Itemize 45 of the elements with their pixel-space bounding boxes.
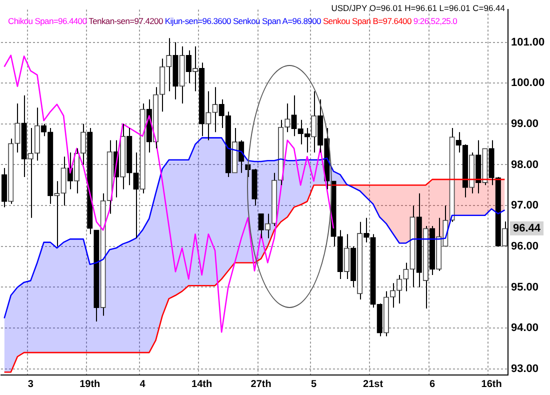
y-tick-label: 96.00 [511, 240, 539, 252]
y-tick-label: 100.00 [511, 77, 545, 90]
candlestick [350, 246, 356, 288]
candlestick [94, 230, 100, 322]
chart-title: USD/JPY O=96.01 H=96.61 L=96.01 C=96.44 [331, 3, 505, 13]
candlestick [429, 225, 436, 276]
candlestick [416, 192, 422, 288]
candlestick [337, 230, 343, 280]
y-tick-label: 97.00 [511, 200, 539, 212]
text: Senkou Span B=97.6400 [322, 16, 412, 26]
x-tick-label: 19th [80, 378, 100, 390]
candlestick [198, 62, 205, 137]
candlestick [364, 217, 370, 243]
candlestick [87, 128, 93, 235]
candlestick [48, 128, 54, 204]
x-tick-label: 5 [310, 378, 317, 390]
y-tick-label: 101.00 [511, 36, 545, 48]
annotation: Kijun-sen=96.3600 [164, 16, 231, 26]
x-tick-label: 6 [430, 378, 436, 390]
candlestick [126, 128, 132, 186]
text: Senkou Span A=96.8900 [232, 16, 321, 26]
y-tick-label: 93.00 [511, 362, 539, 375]
x-tick-label: 4 [140, 378, 146, 390]
annotation: Tenkan-sen=97.4200 [88, 16, 163, 26]
x-tick-label: 21st [363, 378, 384, 390]
annotation: 96.44 [513, 222, 542, 234]
x-tick-label: 3 [28, 378, 34, 390]
text: Chikou Span=96.4400 [8, 16, 87, 26]
candlestick [1, 168, 8, 208]
candlestick [396, 274, 402, 304]
candlestick [258, 213, 264, 239]
x-tick-label: 16th [481, 378, 502, 390]
candlestick [476, 140, 482, 194]
y-tick-label: 98.00 [511, 158, 539, 171]
candlestick [172, 42, 178, 100]
y-tick-label: 94.00 [511, 322, 539, 334]
y-tick-label: 99.00 [511, 118, 539, 130]
x-tick-label: 14th [192, 378, 212, 390]
y-tick-label: 95.00 [511, 281, 539, 294]
candlestick [133, 152, 139, 239]
candlestick [186, 50, 192, 84]
x-tick-label: 27th [250, 378, 272, 390]
candlestick [390, 282, 396, 308]
annotation: 9:26,52,25.0 [413, 16, 458, 26]
candlestick [21, 94, 27, 178]
